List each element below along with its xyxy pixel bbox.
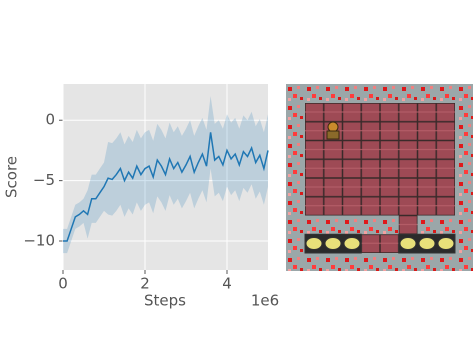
y-tick-label: 0 xyxy=(45,111,55,129)
chart: 0 −5 −10 0 2 4 xyxy=(23,84,269,293)
x-tick-label: 4 xyxy=(222,275,232,293)
plot-area xyxy=(63,84,268,270)
x-axis-label: Steps xyxy=(144,292,186,310)
wall xyxy=(398,215,418,235)
y-tick-label: −5 xyxy=(33,171,55,189)
x-tick-label: 2 xyxy=(140,275,150,293)
x-tick-label: 0 xyxy=(58,275,68,293)
y-axis-label: Score xyxy=(3,156,21,198)
y-tick-label: −10 xyxy=(23,232,55,250)
items xyxy=(304,233,456,254)
player xyxy=(326,121,340,140)
x-offset-label: 1e6 xyxy=(251,292,279,310)
wall xyxy=(361,234,399,253)
line xyxy=(63,132,269,242)
game-view xyxy=(286,84,473,271)
wall xyxy=(305,103,455,216)
